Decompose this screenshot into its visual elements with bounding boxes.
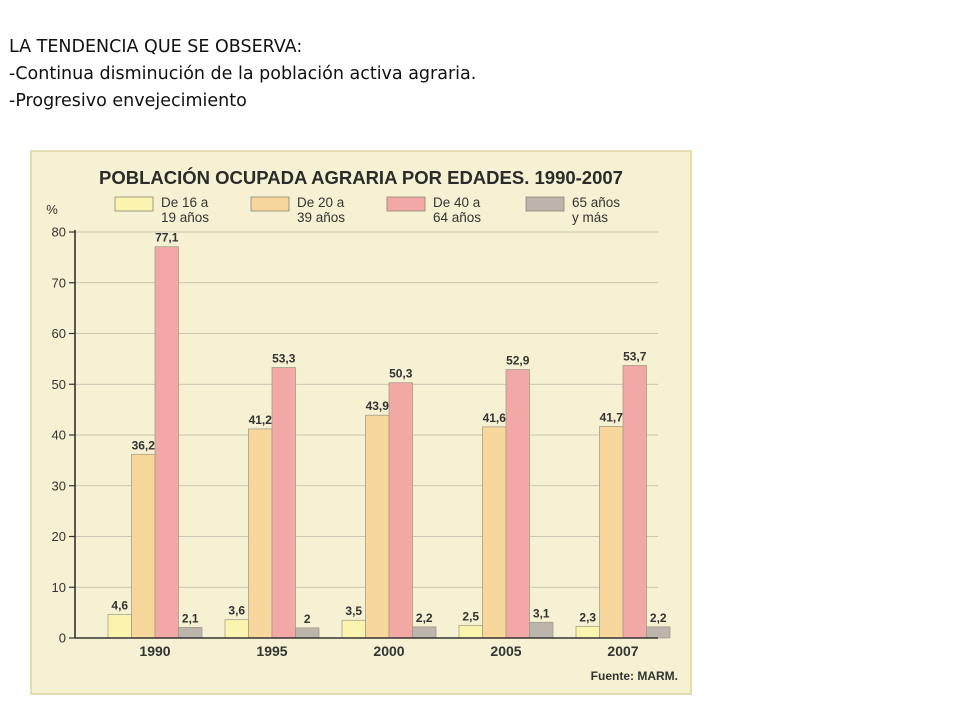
bar [248,428,273,639]
x-tick-label: 2005 [490,643,521,659]
bar [365,414,390,639]
bar-data-label: 50,3 [389,367,413,381]
legend-swatch [386,196,426,212]
legend-label: y más [572,210,608,225]
y-tick-label: 0 [59,631,66,646]
bar [575,625,600,639]
bar-data-label: 36,2 [132,438,156,452]
legend-label: 64 años [433,210,481,225]
slide-bullet-decline: -Continua disminución de la población ac… [9,64,477,84]
y-axis-label: % [46,202,58,217]
bar-data-label: 2,2 [650,611,667,625]
bar-data-label: 3,1 [533,606,550,620]
bar [412,626,437,639]
bar-data-label: 53,3 [272,352,296,366]
bar-data-label: 2,3 [579,610,596,624]
y-tick-label: 20 [52,529,66,544]
bar-data-label: 4,6 [111,599,128,613]
legend-label: De 40 a [433,195,481,210]
bar [107,614,132,639]
y-tick-label: 40 [52,428,66,443]
y-tick-label: 60 [52,326,66,341]
x-tick-label: 2007 [607,643,638,659]
bar-data-label: 41,6 [483,411,507,425]
bar [154,246,179,639]
bar-data-label: 3,6 [228,604,245,618]
bar-data-label: 52,9 [506,354,530,368]
chart-source: Fuente: MARM. [591,669,678,683]
bar [482,426,507,639]
bar-data-label: 2,2 [416,611,433,625]
bar [458,624,483,639]
y-tick-label: 30 [52,478,66,493]
legend-label: 19 años [161,210,209,225]
legend-label: De 20 a [297,195,345,210]
legend-swatch [114,196,154,212]
bar [622,365,647,639]
bar-data-label: 43,9 [366,399,390,413]
bar [271,367,296,639]
bar [178,626,203,639]
slide-bullet-aging: -Progresivo envejecimiento [9,91,247,111]
bar [341,619,366,639]
x-tick-label: 1990 [139,643,170,659]
bar [646,626,671,639]
bar [295,627,320,639]
slide-text: LA TENDENCIA QUE SE OBSERVA: -Continua d… [9,34,476,115]
legend-label: De 16 a [161,195,209,210]
bar [599,426,624,639]
slide-heading: LA TENDENCIA QUE SE OBSERVA: [9,37,303,57]
bar [529,621,554,639]
y-tick-label: 10 [52,580,66,595]
bar-data-label: 3,5 [345,604,362,618]
y-tick-label: 80 [52,225,66,240]
bar-data-label: 41,7 [600,410,624,424]
bar [505,369,530,639]
x-tick-label: 2000 [373,643,404,659]
chart-title: POBLACIÓN OCUPADA AGRARIA POR EDADES. 19… [99,167,623,188]
bar [388,382,413,639]
y-tick-label: 50 [52,377,66,392]
bar [131,453,156,639]
legend-label: 65 años [572,195,620,210]
y-tick-label: 70 [52,275,66,290]
x-tick-label: 1995 [256,643,287,659]
bar-data-label: 2,5 [462,609,479,623]
bar-chart: POBLACIÓN OCUPADA AGRARIA POR EDADES. 19… [30,150,692,695]
bar-data-label: 2,1 [182,611,199,625]
legend-swatch [525,196,565,212]
legend-label: 39 años [297,210,345,225]
bar-data-label: 41,2 [249,413,273,427]
bar-data-label: 2 [304,612,311,626]
bar-data-label: 77,1 [155,231,179,245]
bar-data-label: 53,7 [623,349,647,363]
legend-swatch [250,196,290,212]
chart-figure: POBLACIÓN OCUPADA AGRARIA POR EDADES. 19… [30,150,692,695]
bar [224,619,249,639]
